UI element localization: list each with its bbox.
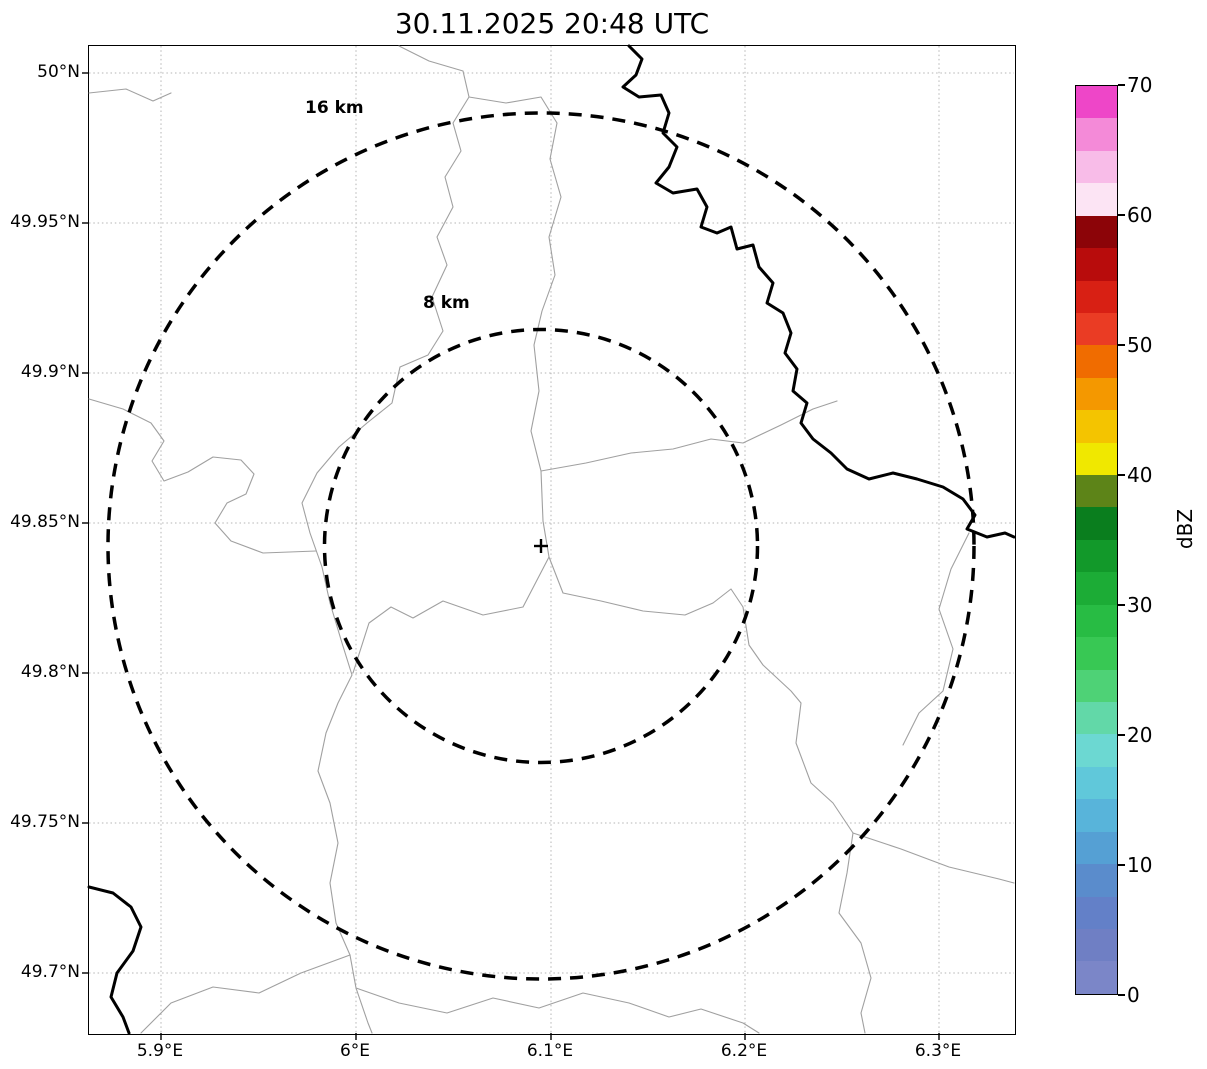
x-tick-label: 6°E — [339, 1041, 371, 1061]
colorbar-segment — [1076, 410, 1117, 443]
colorbar-segment — [1076, 604, 1117, 638]
colorbar-segment — [1076, 864, 1117, 897]
colorbar-segment — [1076, 831, 1117, 865]
y-tick-label: 49.9°N — [20, 362, 80, 382]
map-plot: 16 km 8 km — [82, 44, 1016, 1040]
colorbar-segment — [1076, 702, 1117, 735]
x-tick-label: 5.9°E — [136, 1041, 184, 1061]
colorbar-segment — [1076, 118, 1117, 151]
y-tick-label: 49.7°N — [20, 962, 80, 982]
y-tick-label: 49.75°N — [10, 812, 80, 832]
colorbar-segment — [1076, 280, 1117, 313]
colorbar-segment — [1076, 799, 1117, 832]
colorbar-segment — [1076, 475, 1117, 508]
colorbar-tick-label: 30 — [1127, 593, 1153, 617]
colorbar-segment — [1076, 928, 1117, 962]
range-ring-8km — [322, 327, 760, 765]
colorbar-tick-mark — [1118, 604, 1125, 606]
colorbar-tick-mark — [1118, 994, 1125, 996]
axis-tick-marks — [82, 72, 940, 1040]
y-tick-label: 49.8°N — [20, 662, 80, 682]
colorbar-segments — [1075, 85, 1118, 995]
colorbar-segment — [1076, 248, 1117, 281]
range-rings — [106, 111, 976, 981]
colorbar-tick-mark — [1118, 214, 1125, 216]
colorbar-segment — [1076, 86, 1117, 119]
radar-center-marker — [534, 539, 548, 553]
y-tick-label: 49.85°N — [10, 512, 80, 532]
colorbar-segment — [1076, 637, 1117, 670]
range-ring-label-16km: 16 km — [305, 98, 364, 118]
range-ring-label-8km: 8 km — [423, 293, 470, 313]
x-tick-label: 6.3°E — [914, 1041, 962, 1061]
plot-title: 30.11.2025 20:48 UTC — [394, 7, 710, 40]
colorbar-segment — [1076, 669, 1117, 703]
colorbar-segment — [1076, 766, 1117, 800]
colorbar-tick-label: 50 — [1127, 333, 1153, 357]
colorbar-segment — [1076, 442, 1117, 476]
colorbar-axis-label: dBZ — [1173, 508, 1197, 550]
colorbar-segment — [1076, 507, 1117, 540]
colorbar-segment — [1076, 572, 1117, 605]
colorbar-segment — [1076, 312, 1117, 346]
colorbar-segment — [1076, 961, 1117, 994]
colorbar-segment — [1076, 183, 1117, 216]
map-canvas — [82, 44, 1016, 1040]
y-tick-label: 50°N — [37, 62, 80, 82]
colorbar-tick-mark — [1118, 84, 1125, 86]
graticule-grid — [89, 46, 1014, 1033]
colorbar-segment — [1076, 215, 1117, 249]
colorbar-segment — [1076, 539, 1117, 573]
x-tick-label: 6.2°E — [720, 1041, 768, 1061]
colorbar-tick-mark — [1118, 344, 1125, 346]
colorbar-segment — [1076, 345, 1117, 378]
colorbar-segment — [1076, 896, 1117, 929]
colorbar-segment — [1076, 377, 1117, 411]
admin-boundaries — [88, 45, 1015, 1034]
range-ring-16km — [106, 111, 976, 981]
colorbar-tick-mark — [1118, 864, 1125, 866]
colorbar-tick-label: 40 — [1127, 463, 1153, 487]
x-tick-label: 6.1°E — [526, 1041, 574, 1061]
colorbar-tick-label: 60 — [1127, 203, 1153, 227]
colorbar-segment — [1076, 150, 1117, 184]
y-tick-label: 49.95°N — [10, 212, 80, 232]
colorbar-tick-mark — [1118, 474, 1125, 476]
colorbar-tick-label: 70 — [1127, 73, 1153, 97]
colorbar-segment — [1076, 734, 1117, 767]
colorbar-tick-label: 10 — [1127, 853, 1153, 877]
colorbar-tick-label: 20 — [1127, 723, 1153, 747]
colorbar-tick-label: 0 — [1127, 983, 1140, 1007]
colorbar-tick-mark — [1118, 734, 1125, 736]
